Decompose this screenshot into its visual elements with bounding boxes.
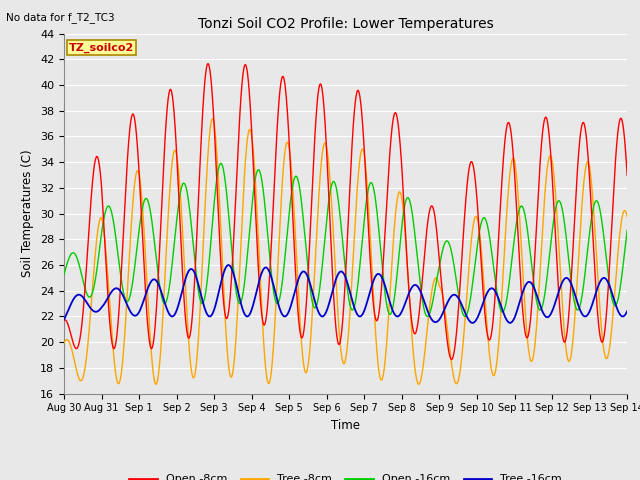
Title: Tonzi Soil CO2 Profile: Lower Temperatures: Tonzi Soil CO2 Profile: Lower Temperatur… xyxy=(198,17,493,31)
Text: No data for f_T2_TC3: No data for f_T2_TC3 xyxy=(6,12,115,23)
Legend: Open -8cm, Tree -8cm, Open -16cm, Tree -16cm: Open -8cm, Tree -8cm, Open -16cm, Tree -… xyxy=(125,470,566,480)
X-axis label: Time: Time xyxy=(331,419,360,432)
Y-axis label: Soil Temperatures (C): Soil Temperatures (C) xyxy=(22,150,35,277)
Text: TZ_soilco2: TZ_soilco2 xyxy=(69,43,134,53)
